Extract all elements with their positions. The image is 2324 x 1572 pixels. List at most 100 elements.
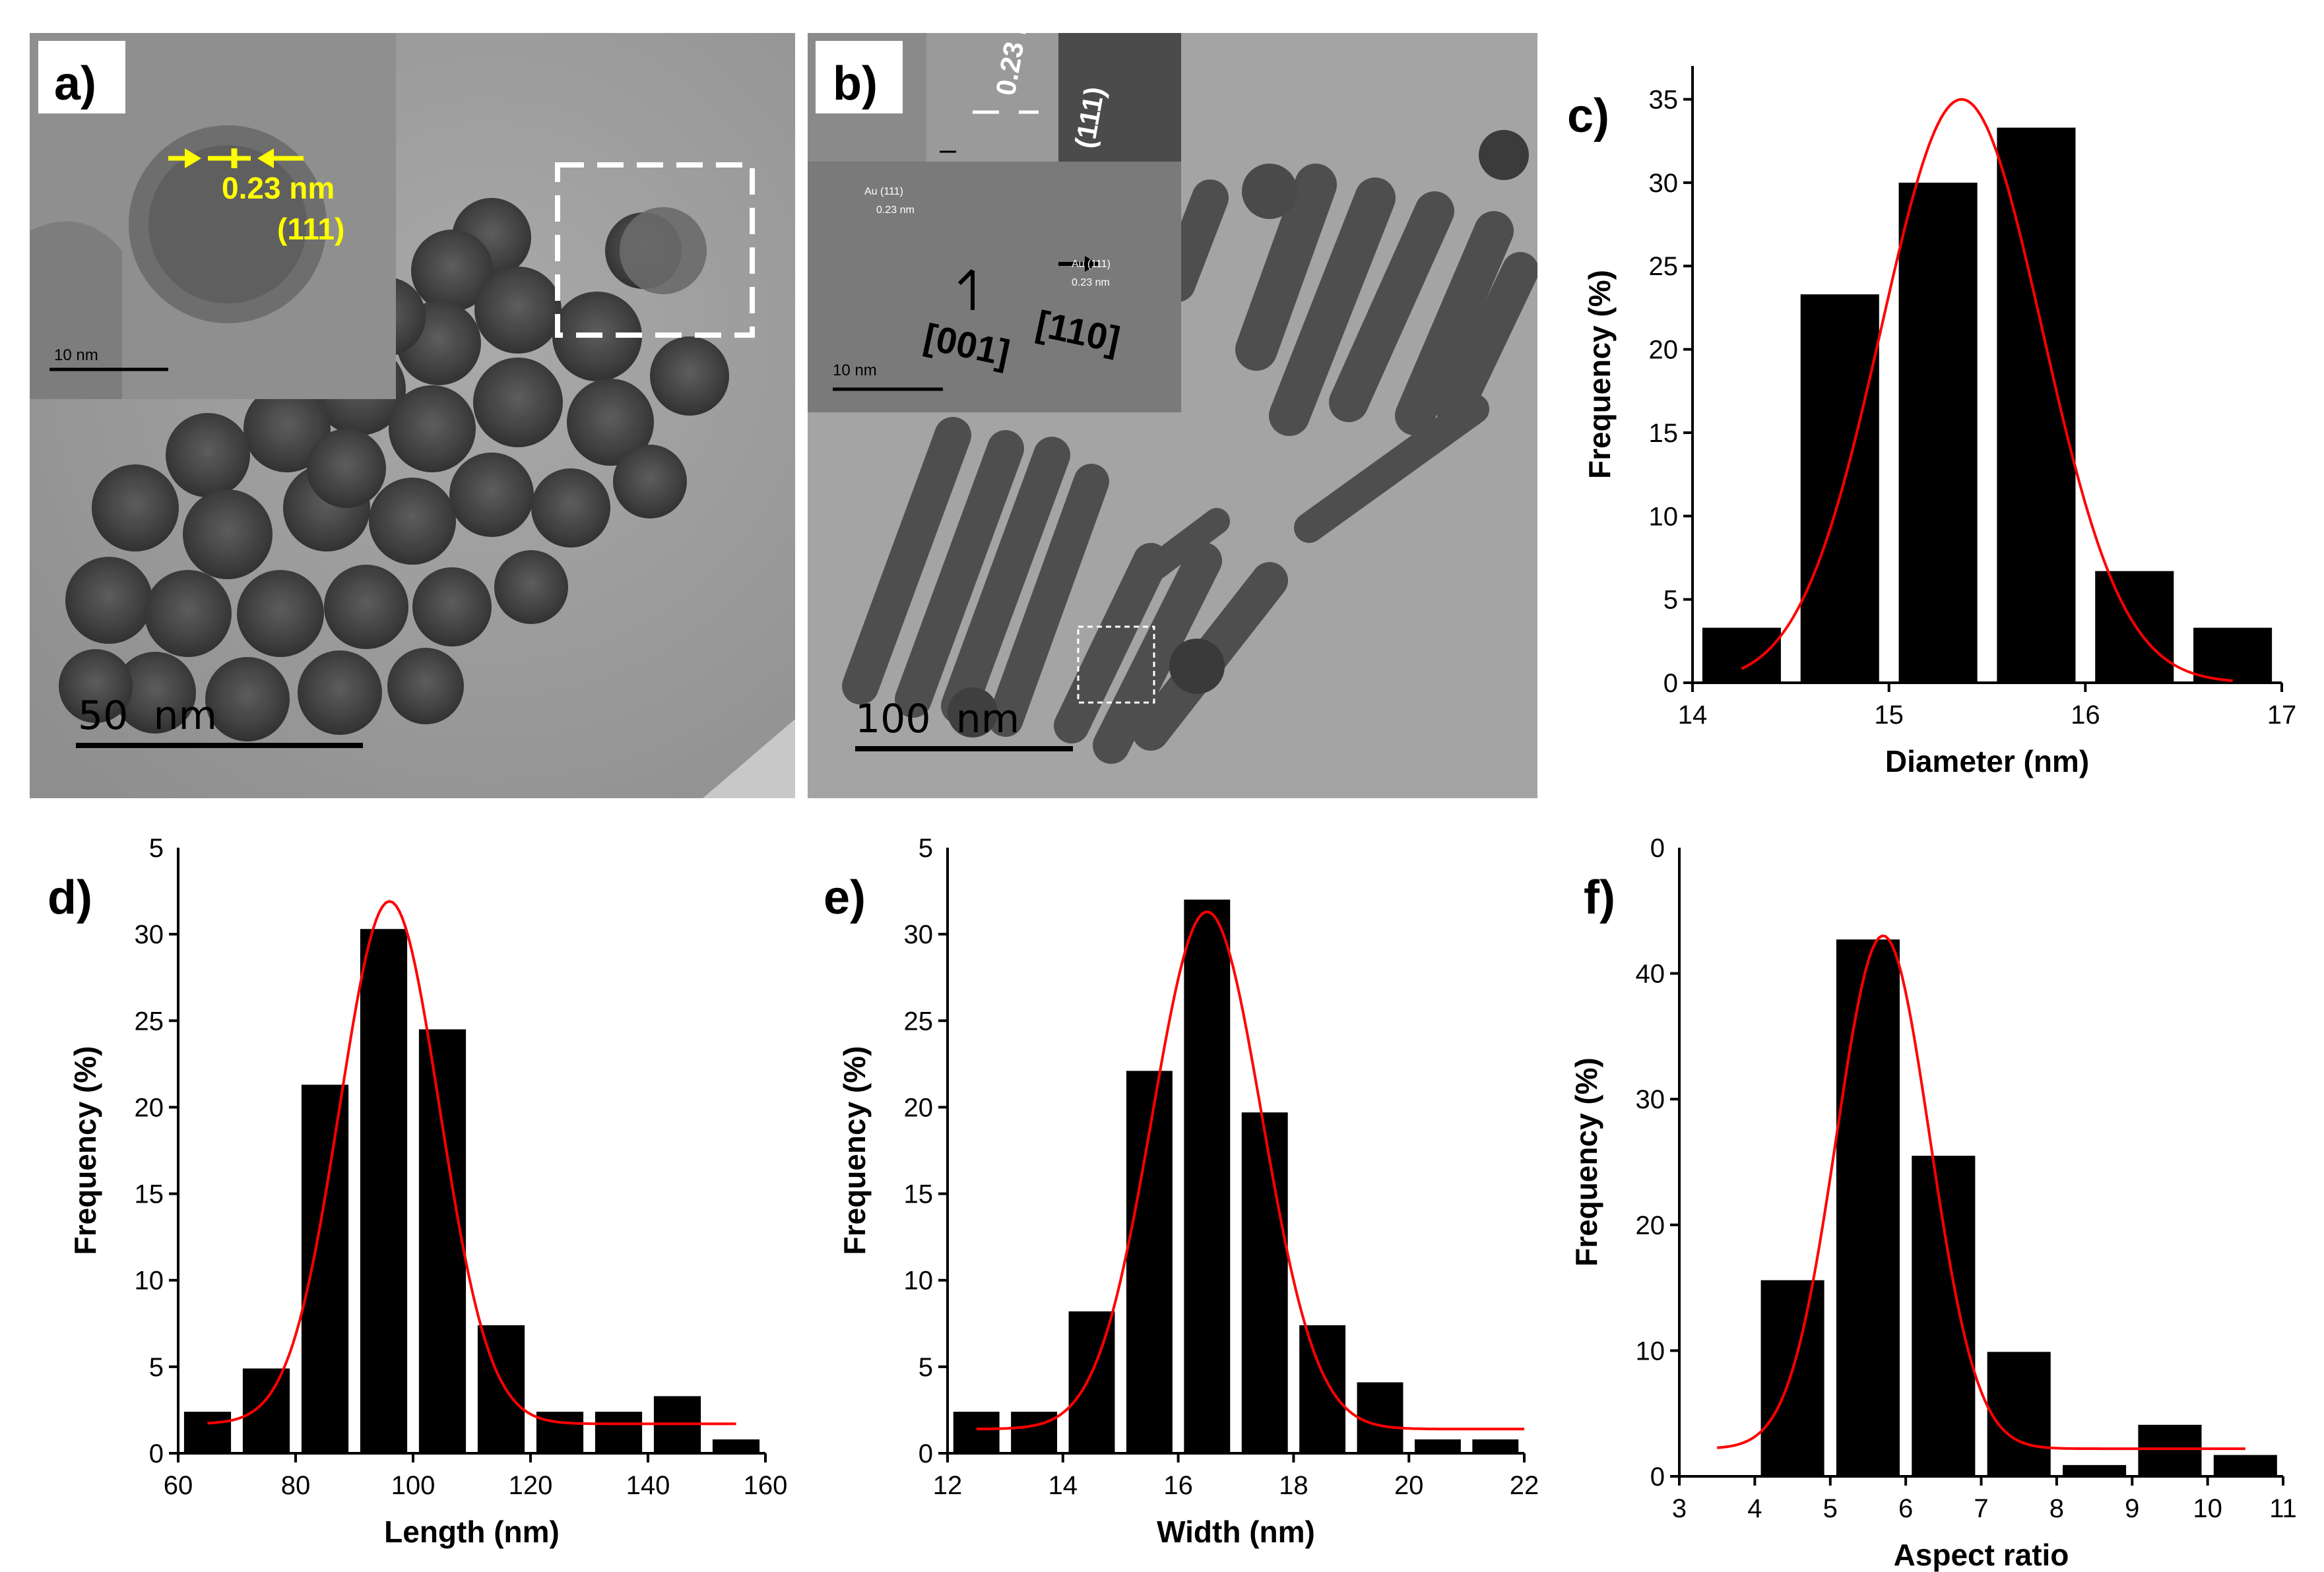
y-tick-label-c-1: 5 <box>1663 586 1678 615</box>
lattice-spacing-a: 0.23 nm <box>222 171 335 205</box>
bar-f-0 <box>1760 1280 1824 1476</box>
x-axis-title-d: Length (nm) <box>384 1515 560 1549</box>
y-tick-label-f-3: 30 <box>1636 1085 1665 1114</box>
bar-c-2 <box>1898 182 1978 683</box>
y-axis-title-e: Frequency (%) <box>837 1046 872 1255</box>
x-axis-title-e: Width (nm) <box>1157 1515 1315 1549</box>
y-tick-label-c-6: 30 <box>1649 169 1679 198</box>
x-tick-label-d-1: 80 <box>281 1471 311 1500</box>
bar-f-3 <box>1987 1352 2051 1476</box>
x-tick-label-e-3: 18 <box>1279 1471 1308 1500</box>
bar-d-5 <box>477 1325 525 1453</box>
bar-c-3 <box>1997 127 2076 683</box>
y-tick-label-e-5: 25 <box>904 1007 934 1036</box>
x-tick-label-f-0: 3 <box>1672 1494 1687 1523</box>
y-tick-label-f-top: 0 <box>1650 834 1665 863</box>
au-label-1-b: Au (111) <box>864 186 903 197</box>
x-tick-label-f-2: 5 <box>1823 1494 1838 1523</box>
x-tick-label-e-4: 20 <box>1394 1471 1424 1500</box>
bar-d-0 <box>183 1412 232 1453</box>
x-tick-label-d-4: 140 <box>626 1471 670 1500</box>
y-tick-label-e-6: 30 <box>904 920 934 949</box>
bar-f-1 <box>1836 939 1900 1476</box>
y-tick-label-e-2: 10 <box>904 1267 934 1296</box>
x-tick-label-c-1: 15 <box>1874 701 1904 730</box>
y-tick-label-f-4: 40 <box>1636 960 1665 989</box>
bar-f-6 <box>2213 1455 2277 1476</box>
y-tick-label-f-1: 10 <box>1636 1336 1665 1366</box>
bar-c-1 <box>1800 294 1879 683</box>
y-tick-label-c-3: 15 <box>1649 419 1679 448</box>
bar-e-8 <box>1414 1439 1461 1453</box>
x-tick-label-d-5: 160 <box>744 1471 788 1500</box>
au-spacing-1-b: 0.23 nm <box>876 204 915 216</box>
chart-e: e) 12 14 16 18 20 22 0 5 10 15 20 25 30 5 Width (nm) Fre… <box>823 834 1539 1549</box>
x-tick-label-e-1: 14 <box>1049 1471 1078 1500</box>
x-tick-label-f-7: 10 <box>2193 1494 2222 1523</box>
panel-label-box-a <box>38 41 125 113</box>
x-tick-label-f-5: 8 <box>2050 1494 2064 1523</box>
x-tick-label-c-0: 14 <box>1678 701 1708 730</box>
x-tick-label-e-2: 16 <box>1163 1471 1193 1500</box>
bar-c-5 <box>2193 627 2273 683</box>
bar-d-9 <box>712 1439 760 1453</box>
lattice-plane-a: (111) <box>277 212 345 246</box>
y-axis-title-f: Frequency (%) <box>1569 1057 1603 1267</box>
x-tick-label-d-3: 120 <box>509 1471 553 1500</box>
bar-f-4 <box>2063 1464 2127 1476</box>
scale-bar-label-b: 100 nm <box>855 696 1020 742</box>
panel-label-d: d) <box>48 871 92 924</box>
inset-scale-a: 10 nm <box>54 346 98 364</box>
y-tick-label-c-0: 0 <box>1663 669 1678 698</box>
bar-e-5 <box>1241 1112 1288 1453</box>
y-tick-label-e-1: 5 <box>919 1353 933 1382</box>
inset-scale-b: 10 nm <box>833 362 877 379</box>
y-tick-label-d-5: 25 <box>135 1007 164 1036</box>
y-tick-label-d-3: 15 <box>135 1180 164 1209</box>
bar-d-1 <box>242 1368 290 1453</box>
x-tick-label-f-8: 11 <box>2269 1494 2297 1523</box>
bar-e-6 <box>1299 1325 1346 1453</box>
x-tick-label-f-1: 4 <box>1747 1494 1762 1523</box>
bar-d-7 <box>595 1412 643 1453</box>
bar-e-0 <box>953 1412 1000 1453</box>
tem-a-graphic <box>30 33 795 798</box>
bar-c-0 <box>1702 627 1781 683</box>
bar-e-9 <box>1472 1439 1519 1453</box>
bar-d-3 <box>360 929 408 1453</box>
y-tick-label-d-1: 5 <box>149 1353 164 1382</box>
bar-f-5 <box>2138 1424 2202 1476</box>
x-tick-label-c-2: 16 <box>2071 701 2100 730</box>
panel-label-c: c) <box>1567 90 1609 142</box>
bar-e-7 <box>1357 1382 1404 1453</box>
y-tick-label-f-2: 20 <box>1636 1211 1665 1240</box>
x-tick-label-e-0: 12 <box>933 1471 963 1500</box>
y-tick-label-c-2: 10 <box>1649 502 1679 531</box>
au-spacing-2-b: 0.23 nm <box>1072 277 1110 288</box>
panel-label-e: e) <box>823 871 866 924</box>
fit-curve-f <box>1717 934 2245 1451</box>
bar-f-2 <box>1912 1155 1976 1476</box>
x-tick-label-d-0: 60 <box>164 1471 193 1500</box>
au-label-2-b: Au (111) <box>1072 259 1111 270</box>
chart-f: f) 3 4 5 6 7 8 9 10 11 0 10 20 30 40 0 Aspect ratio Frequ… <box>1569 834 2297 1572</box>
fit-curve-c <box>1741 98 2233 682</box>
bar-c-4 <box>2095 571 2174 683</box>
bar-e-1 <box>1011 1412 1058 1453</box>
y-tick-label-e-top: 5 <box>919 834 933 863</box>
y-tick-label-d-top: 5 <box>149 834 164 863</box>
y-tick-label-c-4: 20 <box>1649 336 1679 365</box>
panel-label-b: b) <box>833 57 878 110</box>
fit-curve-e <box>976 910 1524 1431</box>
x-tick-label-f-3: 6 <box>1898 1494 1913 1523</box>
x-axis-title-c: Diameter (nm) <box>1885 744 2089 778</box>
y-tick-label-e-4: 20 <box>904 1093 934 1122</box>
y-axis-title-d: Frequency (%) <box>68 1046 102 1255</box>
tem-b-graphic <box>808 33 1537 798</box>
panel-label-a: a) <box>54 57 97 110</box>
fit-curve-d <box>207 900 736 1426</box>
chart-d: d) 60 80 100 120 140 160 0 5 10 15 20 25 30 5 Length (n… <box>48 834 787 1549</box>
y-tick-label-c-7: 35 <box>1649 86 1679 115</box>
x-tick-label-d-2: 100 <box>391 1471 436 1500</box>
